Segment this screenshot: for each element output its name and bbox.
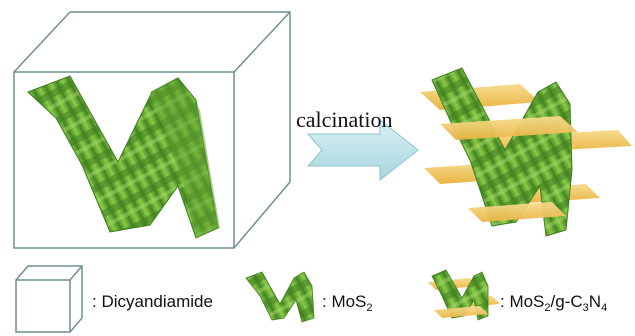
legend-label-mos2: : MoS2 (322, 292, 373, 314)
legend: : Dicyandiamide : MoS2 : MoS2/g-C3N4 (16, 266, 607, 332)
mos2-gc3n4-composite-large (420, 68, 632, 236)
process-arrow: calcination (296, 107, 418, 180)
mos2-sheet-large (28, 76, 220, 238)
legend-label-dicyandiamide: : Dicyandiamide (92, 292, 213, 311)
legend-label-mos2-gc3n4: : MoS2/g-C3N4 (500, 292, 607, 314)
mos2-sheet-icon (246, 272, 314, 322)
calcination-label: calcination (296, 107, 393, 132)
dicyandiamide-cube-with-mos2 (14, 12, 290, 248)
cube-outline-icon (16, 266, 82, 332)
mos2-gc3n4-composite-icon (428, 270, 500, 320)
